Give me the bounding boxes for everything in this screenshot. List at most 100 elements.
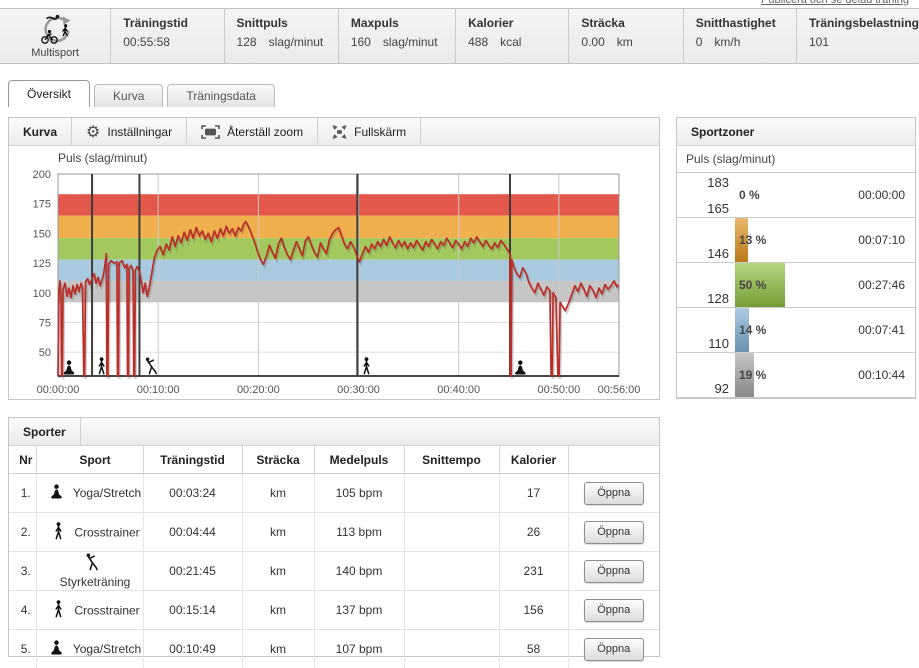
sport-zone-row: 92 19 % 00:10:44 [677, 352, 915, 397]
row-sport: Styrketräning [36, 552, 143, 591]
sport-row: 4. Crosstrainer 00:15:14 km 137 bpm 156 … [9, 591, 659, 630]
row-distance: km [242, 474, 314, 513]
stat-calories: Kalorier 488kcal [455, 9, 568, 63]
stat-unit: km [617, 35, 633, 49]
sport-zone-row: 146 13 % 00:07:10 [677, 217, 915, 262]
col-pace: Snittempo [404, 446, 499, 474]
stat-label: Sträcka [581, 16, 682, 30]
row-nr: 3. [9, 552, 36, 591]
zone-percent: 0 % [739, 188, 760, 202]
zone-percent: 50 % [739, 278, 766, 292]
tab-label: Översikt [27, 87, 71, 101]
row-pace [404, 552, 499, 591]
y-tick-label: 125 [33, 258, 51, 270]
x-tick-label: 00:40:00 [437, 384, 480, 396]
walk-icon [52, 522, 65, 540]
row-distance: km [242, 513, 314, 552]
sports-panel: Sporter Nr Sport Träningstid Sträcka Med… [8, 417, 660, 657]
stat-avg-hr: Snittpuls 128slag/minut [224, 9, 338, 63]
stat-label: Kalorier [468, 16, 568, 30]
stat-distance: Sträcka 0.00km [568, 9, 682, 63]
sport-row: 1. Yoga/Stretch 00:03:24 km 105 bpm 17 Ö… [9, 474, 659, 513]
x-tick-label: 00:10:00 [137, 384, 180, 396]
row-sport: Yoga/Stretch [36, 474, 143, 513]
open-button[interactable]: Öppna [584, 599, 644, 622]
hr-chart-svg[interactable]: Puls (slag/minut)200175150125100755000:0… [9, 146, 659, 400]
stat-value: 160 [351, 35, 371, 49]
tab-oversikt[interactable]: Översikt [8, 80, 90, 107]
multisport-icon [36, 14, 74, 46]
tab-traningsdata[interactable]: Träningsdata [167, 84, 275, 107]
sports-panel-title: Sporter [9, 418, 81, 445]
sport-zone-row: 183 165 0 % 00:00:00 [677, 172, 915, 217]
stat-training-time: Träningstid 00:55:58 [110, 9, 223, 63]
share-training-link[interactable]: Publicera och se delad träning [761, 0, 909, 6]
row-pace [404, 474, 499, 513]
row-calories: 231 [499, 552, 568, 591]
open-button[interactable]: Öppna [584, 560, 644, 583]
row-time: 00:04:44 [143, 513, 242, 552]
stat-label: Träningsbelastning [809, 16, 919, 30]
zone-percent: 19 % [739, 368, 766, 382]
hr-zone-band [58, 238, 619, 259]
stretch-icon [83, 553, 99, 574]
settings-label: Inställningar [107, 125, 172, 139]
stat-max-hr: Maxpuls 160 slag/minut [338, 9, 455, 63]
zone-percent: 13 % [739, 233, 766, 247]
stretch-marker-icon [146, 358, 156, 374]
curve-toolbar: Kurva ⚙ Inställningar Återställ zoom [9, 118, 659, 146]
sport-row: 2. Crosstrainer 00:04:44 km 113 bpm 26 Ö… [9, 513, 659, 552]
stat-unit: slag/minut [383, 35, 438, 49]
row-time: 00:15:14 [143, 591, 242, 630]
sport-name: Crosstrainer [74, 603, 139, 617]
stat-value: 128 [237, 35, 257, 49]
view-tabs: Översikt Kurva Träningsdata [8, 80, 279, 107]
col-nr: Nr [9, 446, 36, 474]
row-nr: 1. [9, 474, 36, 513]
x-tick-label: 00:20:00 [237, 384, 280, 396]
open-button[interactable]: Öppna [584, 482, 644, 505]
stat-avg-speed: Snitthastighet 0km/h [683, 9, 796, 63]
gear-icon: ⚙ [86, 124, 100, 140]
settings-button[interactable]: ⚙ Inställningar [72, 118, 187, 145]
col-calories: Kalorier [499, 446, 568, 474]
yoga-icon [49, 484, 64, 499]
chart-title: Puls (slag/minut) [58, 151, 147, 165]
stat-label: Snitthastighet [696, 16, 796, 30]
tab-label: Träningsdata [186, 89, 256, 103]
activity-name: Multisport [31, 47, 79, 59]
sportzones-panel: Sportzoner Puls (slag/minut) 183 165 0 %… [676, 117, 916, 399]
open-button[interactable]: Öppna [584, 521, 644, 544]
curve-panel: Kurva ⚙ Inställningar Återställ zoom [8, 117, 660, 400]
reset-zoom-label: Återställ zoom [227, 125, 303, 139]
col-distance: Sträcka [242, 446, 314, 474]
stat-label: Maxpuls [351, 16, 455, 30]
tab-kurva[interactable]: Kurva [94, 84, 163, 107]
row-distance: km [242, 591, 314, 630]
reset-zoom-icon [201, 125, 220, 139]
fullscreen-label: Fullskärm [354, 125, 406, 139]
sport-zone-row: 128 50 % 00:27:46 [677, 262, 915, 307]
stat-unit: slag/minut [269, 35, 324, 49]
col-time: Träningstid [143, 446, 242, 474]
yoga-marker-icon [515, 360, 526, 374]
col-sport: Sport [36, 446, 143, 474]
row-nr: 4. [9, 591, 36, 630]
tab-label: Kurva [113, 89, 144, 103]
sport-name: Crosstrainer [74, 525, 139, 539]
open-button[interactable]: Öppna [584, 638, 644, 661]
x-tick-label: 00:30:00 [337, 384, 380, 396]
walk-icon [52, 600, 65, 618]
curve-panel-title: Kurva [9, 118, 72, 145]
row-pace [404, 591, 499, 630]
fullscreen-button[interactable]: Fullskärm [318, 118, 421, 145]
stretch-icon [84, 553, 99, 571]
reset-zoom-button[interactable]: Återställ zoom [187, 118, 318, 145]
stat-value: 0 [696, 35, 703, 49]
row-distance: km [242, 552, 314, 591]
y-tick-label: 100 [33, 288, 51, 300]
row-calories: 26 [499, 513, 568, 552]
walk-marker-icon [99, 357, 104, 373]
row-calories: 17 [499, 474, 568, 513]
sportzones-title: Sportzoner [677, 118, 768, 145]
